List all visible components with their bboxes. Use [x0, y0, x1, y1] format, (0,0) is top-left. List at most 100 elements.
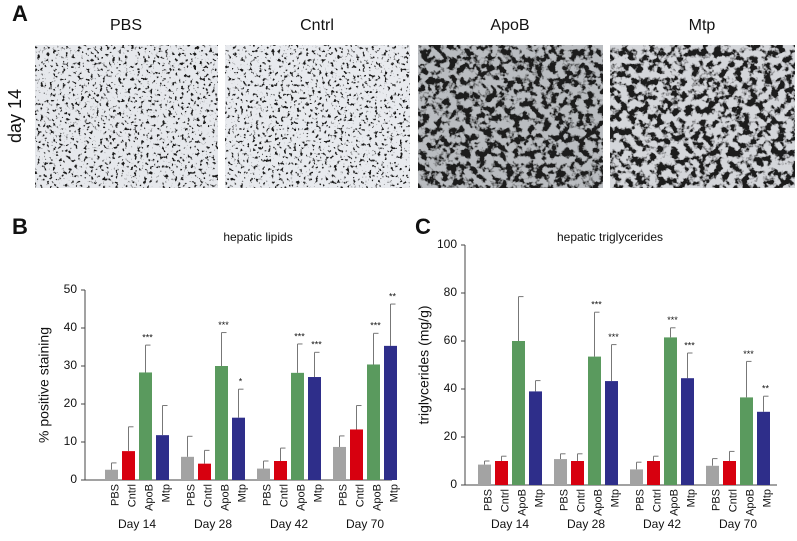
bar — [198, 463, 211, 480]
significance: *** — [218, 320, 229, 330]
chart-title: hepatic triglycerides — [557, 230, 663, 244]
bar — [706, 465, 719, 485]
bar — [333, 446, 346, 480]
micrographs — [35, 45, 795, 188]
image-title: Cntrl — [300, 17, 334, 34]
significance: *** — [142, 332, 153, 342]
significance: *** — [591, 300, 602, 310]
bar — [232, 417, 245, 480]
micrograph — [225, 45, 410, 188]
micrograph — [35, 45, 218, 188]
bar-label: ApoB — [516, 489, 528, 516]
bar-label: ApoB — [592, 489, 604, 516]
y-tick-label: 10 — [64, 434, 78, 448]
x-tick-label: Day 28 — [567, 517, 605, 531]
bar-label: PBS — [261, 484, 273, 506]
bar — [554, 459, 567, 485]
y-tick-label: 80 — [444, 285, 458, 299]
bar-label: Mtp — [388, 484, 400, 502]
bar — [495, 461, 508, 485]
image-title: ApoB — [490, 17, 529, 34]
bar — [156, 435, 169, 480]
bar-label: PBS — [337, 484, 349, 506]
x-tick-label: Day 70 — [346, 517, 384, 531]
bar-label: Mtp — [609, 489, 621, 507]
bar — [384, 345, 397, 480]
bar — [367, 364, 380, 480]
x-tick-label: Day 70 — [719, 517, 757, 531]
image-title: Mtp — [689, 17, 716, 34]
bar-label: Mtp — [160, 484, 172, 502]
bar — [478, 464, 491, 485]
bar — [740, 397, 753, 485]
bar — [723, 461, 736, 485]
y-axis-label: triglycerides (mg/g) — [416, 305, 432, 424]
x-tick-label: Day 14 — [491, 517, 529, 531]
significance: *** — [608, 332, 619, 342]
bar-label: Cntrl — [651, 489, 663, 512]
bar-label: Mtp — [685, 489, 697, 507]
significance: ** — [389, 291, 397, 301]
y-axis-label: % positive staining — [36, 327, 52, 443]
bar-label: PBS — [558, 489, 570, 511]
bar-label: PBS — [185, 484, 197, 506]
significance: *** — [743, 349, 754, 359]
y-tick-label: 0 — [70, 472, 77, 486]
bar — [105, 469, 118, 480]
bar-label: PBS — [482, 489, 494, 511]
bar-label: PBS — [634, 489, 646, 511]
significance: *** — [667, 315, 678, 325]
y-tick-label: 40 — [444, 381, 458, 395]
bar — [291, 372, 304, 480]
bar-label: Cntrl — [727, 489, 739, 512]
bar — [308, 377, 321, 480]
micrograph — [418, 45, 603, 188]
y-tick-label: 0 — [450, 477, 457, 491]
y-tick-label: 20 — [444, 429, 458, 443]
chart-title: hepatic lipids — [223, 230, 292, 244]
bar-label: Mtp — [761, 489, 773, 507]
bar-label: Cntrl — [499, 489, 511, 512]
y-tick-label: 60 — [444, 333, 458, 347]
bar-label: ApoB — [295, 484, 307, 511]
bar-label: Cntrl — [202, 484, 214, 507]
bar — [630, 469, 643, 485]
bar — [757, 411, 770, 485]
bar-label: Cntrl — [278, 484, 290, 507]
x-tick-label: Day 42 — [643, 517, 681, 531]
bar — [605, 381, 618, 485]
significance: * — [239, 377, 243, 387]
bar-label: Mtp — [533, 489, 545, 507]
bar — [122, 451, 135, 480]
bar — [529, 391, 542, 485]
bar-label: Mtp — [312, 484, 324, 502]
x-tick-label: Day 42 — [270, 517, 308, 531]
image-title: PBS — [110, 17, 142, 34]
significance: *** — [370, 321, 381, 331]
y-tick-label: 30 — [64, 358, 78, 372]
bar — [681, 378, 694, 485]
bar — [350, 429, 363, 480]
bar — [274, 461, 287, 480]
panel-label: B — [12, 214, 28, 239]
significance: *** — [684, 340, 695, 350]
bar — [571, 461, 584, 485]
panel-label: C — [415, 214, 431, 239]
bar-label: Mtp — [236, 484, 248, 502]
bar — [181, 456, 194, 480]
y-tick-label: 20 — [64, 396, 78, 410]
x-tick-label: Day 28 — [194, 517, 232, 531]
significance: *** — [294, 331, 305, 341]
bar — [512, 341, 525, 485]
bar — [588, 356, 601, 485]
panel-label: A — [12, 1, 28, 26]
bar-label: ApoB — [143, 484, 155, 511]
bar — [139, 372, 152, 480]
significance: *** — [311, 340, 322, 350]
y-tick-label: 50 — [64, 282, 78, 296]
bar — [257, 468, 270, 480]
bar-label: ApoB — [371, 484, 383, 511]
bar-label: Cntrl — [354, 484, 366, 507]
micrograph — [610, 45, 795, 188]
